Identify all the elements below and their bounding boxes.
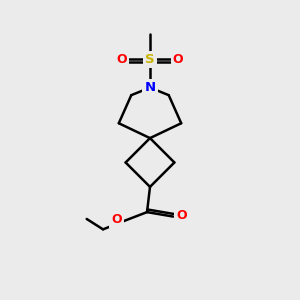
Text: S: S (145, 53, 155, 66)
Text: N: N (144, 81, 156, 94)
Text: O: O (176, 208, 187, 222)
Text: O: O (117, 53, 128, 66)
Text: O: O (111, 213, 122, 226)
Text: O: O (172, 53, 183, 66)
